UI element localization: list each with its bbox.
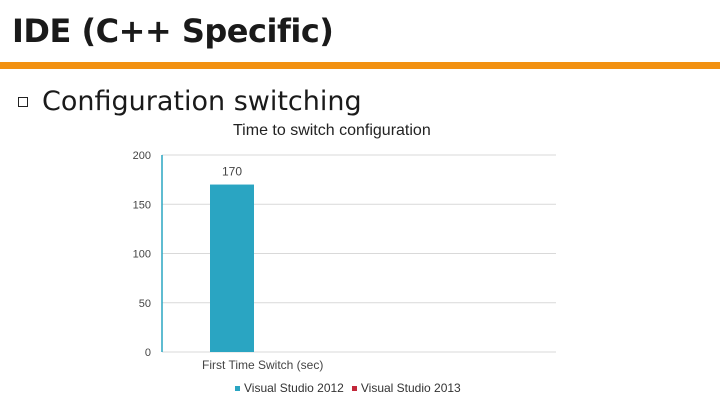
legend-label-vs2013: Visual Studio 2013 — [360, 381, 461, 395]
slide-title: IDE (C++ Specific) — [12, 12, 334, 50]
y-tick-label: 150 — [133, 199, 151, 211]
bullet-item: Configuration switching — [18, 86, 362, 117]
y-tick-label: 50 — [139, 298, 151, 310]
legend-item-vs2013: Visual Studio 2013 — [351, 381, 461, 395]
legend-item-vs2012: Visual Studio 2012 — [235, 381, 344, 395]
legend-swatch-vs2012 — [235, 385, 240, 391]
y-tick-label: 200 — [133, 150, 151, 162]
bar-visual-studio-2012 — [210, 184, 254, 352]
legend-swatch-vs2013 — [351, 385, 357, 391]
y-tick-label: 0 — [145, 347, 151, 359]
square-bullet-icon — [18, 96, 28, 107]
chart-title: Time to switch configuration — [233, 122, 431, 139]
legend-label-vs2012: Visual Studio 2012 — [244, 381, 344, 395]
bar-data-label: 170 — [222, 165, 242, 179]
y-tick-label: 100 — [133, 249, 151, 261]
x-category-label: First Time Switch (sec) — [202, 358, 323, 372]
title-accent-rule — [0, 62, 720, 69]
bullet-text: Configuration switching — [42, 86, 362, 117]
chart-legend: Visual Studio 2012 Visual Studio 2013 — [235, 381, 469, 395]
